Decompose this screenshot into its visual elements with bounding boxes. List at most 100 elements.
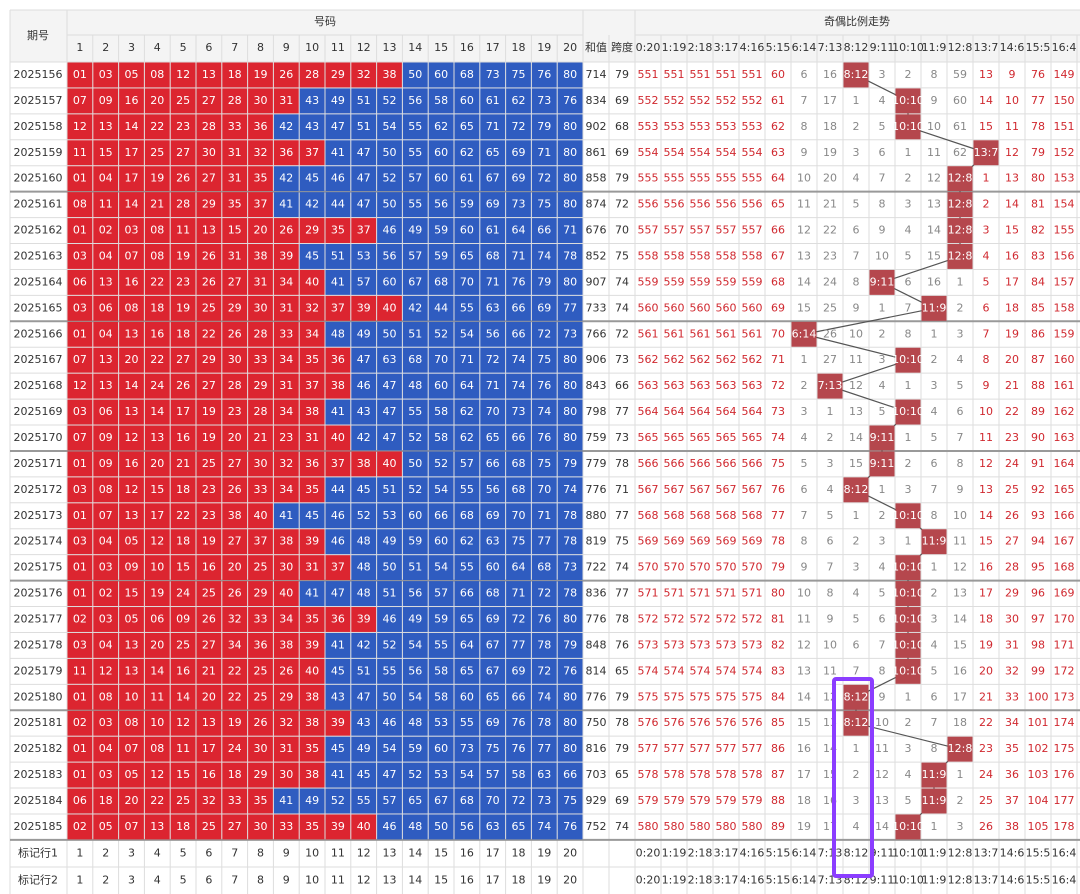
number: 56 [383,249,397,262]
number: 40 [357,820,371,833]
footer-ratio: 11:9 [922,846,947,859]
number-cell [67,451,93,477]
footer-position: 12 [357,873,371,886]
number-cell [196,529,222,555]
number-cell [273,88,299,114]
number: 49 [408,612,422,625]
number: 60 [434,68,448,81]
number: 56 [460,820,474,833]
trend-value: 3 [905,483,912,496]
number-cell [454,347,480,373]
trend-value: 9 [957,483,964,496]
position-label: 19 [537,41,551,54]
trend-value: 575 [664,690,685,703]
number: 12 [150,768,164,781]
number: 57 [408,249,422,262]
trend-value: 19 [979,638,993,651]
trend-value: 7 [853,664,860,677]
trend-value: 557 [638,224,659,237]
trend-value: 88 [1031,379,1045,392]
number-cell [170,710,196,736]
number-cell [119,503,144,529]
number-cell [428,684,454,710]
number: 77 [563,301,577,314]
sum: 858 [586,172,607,185]
number: 23 [176,120,190,133]
number: 72 [486,353,500,366]
trend-value: 576 [690,716,711,729]
trend-value: 574 [690,664,711,677]
number-cell [531,581,557,607]
number-cell [170,321,196,347]
trend-value: 11 [797,198,811,211]
span: 77 [615,509,629,522]
issue: 2025164 [14,275,63,288]
trend-value: 566 [716,457,737,470]
number: 03 [99,716,113,729]
number: 20 [202,690,216,703]
number: 48 [331,327,345,340]
number: 07 [73,431,87,444]
trend-value: 91 [1031,457,1045,470]
number-cell [196,684,222,710]
number-cell [480,166,506,192]
number: 80 [563,120,577,133]
number-cell [299,581,325,607]
trend-value: 561 [638,327,659,340]
trend-value: 18 [823,120,837,133]
number: 22 [228,664,242,677]
number-cell [557,295,583,321]
number-cell [93,62,119,88]
sum: 776 [586,612,607,625]
number-cell [170,736,196,762]
number-cell [196,425,222,451]
footer-ratio: 10:10 [892,846,924,859]
trend-value: 73 [771,405,785,418]
number-cell [248,321,273,347]
number: 28 [176,198,190,211]
trend-value: 557 [716,224,737,237]
ratio-label: 10:10 [892,41,924,54]
number: 60 [434,742,448,755]
number-cell [377,244,402,269]
trend-value: 580 [716,820,737,833]
issue: 2025165 [14,301,63,314]
number: 08 [99,690,113,703]
number: 71 [537,146,551,159]
number: 11 [176,742,190,755]
number: 58 [434,690,448,703]
number-cell [480,140,506,166]
trend-value: 1 [905,535,912,548]
number: 03 [99,768,113,781]
number: 42 [408,301,422,314]
number-cell [557,244,583,269]
number: 34 [305,327,319,340]
number: 77 [537,742,551,755]
number-cell [351,321,377,347]
number: 43 [305,120,319,133]
number: 34 [279,275,293,288]
footer-position: 10 [305,846,319,859]
number-cell [351,658,377,684]
number: 58 [434,431,448,444]
sum: 759 [586,431,607,444]
number: 69 [486,198,500,211]
number: 63 [537,768,551,781]
number: 73 [537,94,551,107]
position-label: 1 [76,41,83,54]
trend-value: 17 [823,94,837,107]
trend-value: 78 [771,535,785,548]
trend-value: 5 [931,664,938,677]
trend-value: 167 [1054,535,1075,548]
issue: 2025175 [14,561,63,574]
trend-value: 577 [690,742,711,755]
trend-value: 2 [853,120,860,133]
number: 09 [176,612,190,625]
ratio-hit [895,632,921,658]
trend-value: 93 [1031,509,1045,522]
trend-value: 568 [638,509,659,522]
footer-ratio: 0:20 [636,846,661,859]
number: 20 [228,561,242,574]
number: 68 [486,587,500,600]
number: 43 [305,94,319,107]
